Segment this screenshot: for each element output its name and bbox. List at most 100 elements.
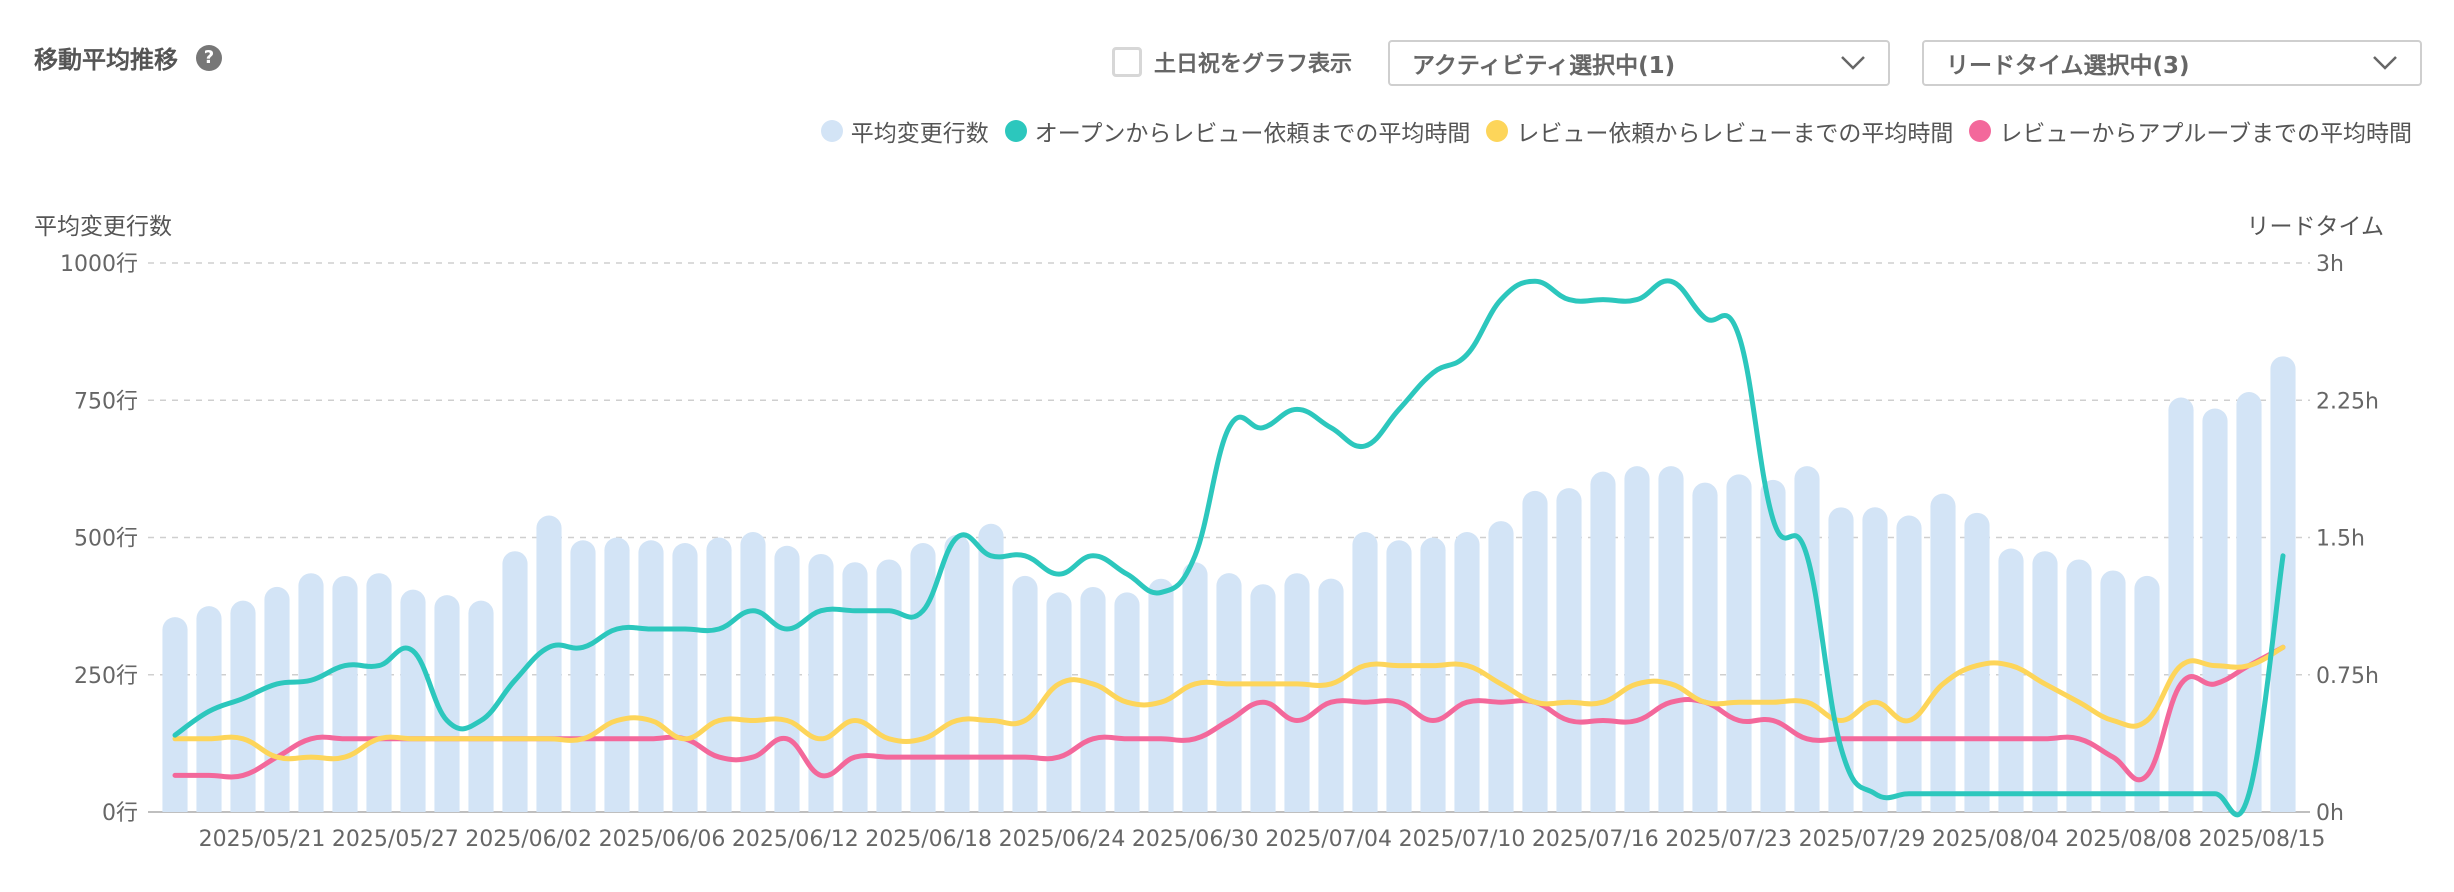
bar[interactable] xyxy=(706,537,732,813)
x-tick-label: 2025/07/10 xyxy=(1399,827,1526,852)
bar[interactable] xyxy=(1386,540,1412,812)
right-tick-label: 0.75h xyxy=(2316,664,2379,689)
bar[interactable] xyxy=(1930,493,1956,812)
bar[interactable] xyxy=(2168,397,2194,812)
bar[interactable] xyxy=(808,553,834,812)
bar[interactable] xyxy=(1182,562,1208,812)
bar[interactable] xyxy=(944,534,970,812)
left-tick-label: 750行 xyxy=(74,389,138,414)
left-tick-label: 250行 xyxy=(74,664,138,689)
left-tick-label: 1000行 xyxy=(60,252,138,277)
bar[interactable] xyxy=(162,617,188,812)
right-tick-label: 1.5h xyxy=(2316,527,2365,552)
right-tick-label: 3h xyxy=(2316,252,2344,277)
x-tick-label: 2025/06/30 xyxy=(1132,827,1259,852)
bar[interactable] xyxy=(366,573,392,812)
bar[interactable] xyxy=(2066,559,2092,812)
bar[interactable] xyxy=(230,600,256,812)
chart-legend: 平均変更行数 オープンからレビュー依頼までの平均時間 レビュー依頼からレビューま… xyxy=(820,114,2412,148)
bar[interactable] xyxy=(774,545,800,812)
bar[interactable] xyxy=(1454,532,1480,812)
bar[interactable] xyxy=(2236,392,2262,812)
bar[interactable] xyxy=(468,600,494,812)
bar[interactable] xyxy=(1080,586,1106,812)
bar[interactable] xyxy=(672,542,698,812)
bar[interactable] xyxy=(2134,575,2160,812)
line-open-to-request[interactable] xyxy=(172,278,2286,818)
left-tick-label: 0行 xyxy=(102,801,138,826)
legend-dot xyxy=(1004,120,1027,142)
bar[interactable] xyxy=(2100,570,2126,812)
bar[interactable] xyxy=(1148,578,1174,812)
bar[interactable] xyxy=(1250,584,1276,812)
legend-item-review-to-approve[interactable]: レビューからアプルーブまでの平均時間 xyxy=(1969,114,2412,148)
bar[interactable] xyxy=(1726,474,1752,812)
x-tick-label: 2025/08/04 xyxy=(1932,827,2059,852)
bar[interactable] xyxy=(298,573,324,812)
bar[interactable] xyxy=(1794,466,1820,812)
leadtime-select-value: リードタイム選択中(3) xyxy=(1946,53,2190,79)
bar[interactable] xyxy=(1624,466,1650,812)
weekend-toggle[interactable]: 土日祝をグラフ表示 xyxy=(1112,46,1352,78)
bar[interactable] xyxy=(1522,490,1548,812)
legend-item-request-to-review[interactable]: レビュー依頼からレビューまでの平均時間 xyxy=(1486,114,1953,148)
right-axis-title: リードタイム xyxy=(2246,214,2384,240)
bar[interactable] xyxy=(400,589,426,812)
bar[interactable] xyxy=(536,515,562,812)
line-series-group xyxy=(172,278,2286,818)
legend-item-bars[interactable]: 平均変更行数 xyxy=(820,114,989,148)
left-tick-label: 500行 xyxy=(74,527,138,552)
bar[interactable] xyxy=(1896,515,1922,812)
bar[interactable] xyxy=(2270,356,2296,812)
weekend-checkbox[interactable] xyxy=(1112,47,1142,77)
page-title: 移動平均推移 xyxy=(34,46,178,74)
bar[interactable] xyxy=(1828,507,1854,812)
bar[interactable] xyxy=(1284,573,1310,812)
legend-item-open-to-request[interactable]: オープンからレビュー依頼までの平均時間 xyxy=(1004,114,1470,148)
bar[interactable] xyxy=(604,537,630,813)
right-tick-label: 0h xyxy=(2316,801,2344,826)
x-tick-label: 2025/07/29 xyxy=(1799,827,1926,852)
bar[interactable] xyxy=(1318,578,1344,812)
bar[interactable] xyxy=(910,542,936,812)
bar[interactable] xyxy=(2202,408,2228,812)
bar[interactable] xyxy=(1046,592,1072,812)
x-tick-label: 2025/07/04 xyxy=(1265,827,1392,852)
bar[interactable] xyxy=(1420,537,1446,812)
legend-dot xyxy=(1486,120,1509,142)
bar[interactable] xyxy=(978,523,1004,812)
x-tick-label: 2025/08/15 xyxy=(2199,827,2326,852)
bar[interactable] xyxy=(638,540,664,812)
bar[interactable] xyxy=(1590,471,1616,812)
axis-labels: 0行 0h 250行 0.75h 500行 1.5h 750行 2.25h 1000行 3h 202… xyxy=(60,252,2379,852)
legend-label: レビュー依頼からレビューまでの平均時間 xyxy=(1516,121,1954,147)
bar[interactable] xyxy=(1556,488,1582,812)
bar[interactable] xyxy=(1998,548,2024,812)
bar[interactable] xyxy=(1760,479,1786,812)
bar[interactable] xyxy=(1862,507,1888,812)
bar[interactable] xyxy=(842,562,868,812)
bar[interactable] xyxy=(1488,521,1514,812)
legend-label: 平均変更行数 xyxy=(850,121,989,147)
weekend-checkbox-label: 土日祝をグラフ表示 xyxy=(1154,52,1353,77)
bar[interactable] xyxy=(570,540,596,812)
x-tick-label: 2025/07/16 xyxy=(1532,827,1659,852)
question-circle-icon[interactable]: ? xyxy=(196,44,222,71)
bar[interactable] xyxy=(264,586,290,812)
bar[interactable] xyxy=(332,575,358,812)
leadtime-select[interactable]: リードタイム選択中(3) xyxy=(1922,40,2422,86)
bar[interactable] xyxy=(434,595,460,812)
bar[interactable] xyxy=(1658,466,1684,812)
bar[interactable] xyxy=(1352,532,1378,812)
title-area: 移動平均推移 ? xyxy=(34,40,222,75)
x-tick-label: 2025/07/23 xyxy=(1665,827,1792,852)
x-tick-label: 2025/06/18 xyxy=(865,827,992,852)
activity-select[interactable]: アクティビティ選択中(1) xyxy=(1388,40,1890,86)
bar[interactable] xyxy=(1012,575,1038,812)
line-request-to-review[interactable] xyxy=(172,644,2286,762)
bar[interactable] xyxy=(740,532,766,812)
bar[interactable] xyxy=(1216,573,1242,812)
bar[interactable] xyxy=(1692,482,1718,812)
bar[interactable] xyxy=(876,559,902,812)
